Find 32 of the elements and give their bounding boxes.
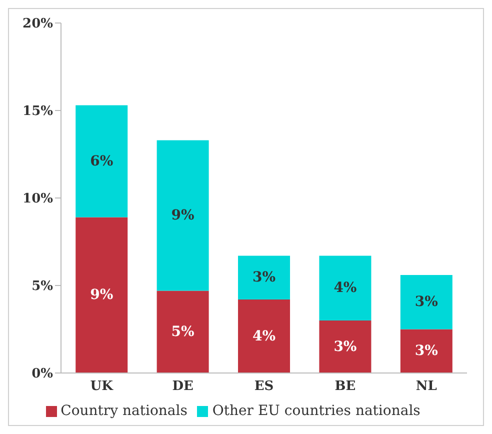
bar: [156, 290, 209, 373]
x-tick-label: ES: [254, 379, 274, 394]
x-tick-label: UK: [90, 379, 114, 394]
bar: [76, 105, 128, 218]
y-tick-label: 10%: [22, 192, 54, 207]
y-tick-label: 0%: [32, 366, 54, 382]
bar: [238, 300, 290, 373]
bar: [76, 217, 128, 373]
data-label: 3%: [334, 338, 357, 355]
x-tick-label: NL: [416, 379, 437, 394]
data-label: 3%: [414, 294, 438, 310]
data-label: 6%: [90, 153, 114, 170]
bar: [400, 329, 452, 373]
bar: [238, 256, 290, 300]
y-tick-label: 5%: [32, 279, 54, 294]
data-label: 5%: [171, 324, 194, 340]
bar: [319, 320, 372, 373]
x-tick-label: BE: [334, 379, 356, 394]
bar: [400, 275, 452, 330]
legend-label: Other EU countries nationals: [212, 403, 420, 419]
data-label: 3%: [414, 343, 438, 360]
data-label: 9%: [171, 208, 194, 224]
bar: [319, 256, 372, 320]
legend-label: Country nationals: [60, 403, 188, 419]
bar: [156, 140, 209, 291]
data-label: 4%: [334, 280, 357, 296]
data-label: 3%: [252, 270, 276, 286]
y-tick-label: 20%: [22, 16, 54, 32]
y-tick-label: 15%: [22, 104, 54, 120]
x-tick-label: DE: [172, 379, 194, 394]
data-label: 9%: [90, 287, 114, 304]
data-label: 4%: [252, 328, 276, 344]
